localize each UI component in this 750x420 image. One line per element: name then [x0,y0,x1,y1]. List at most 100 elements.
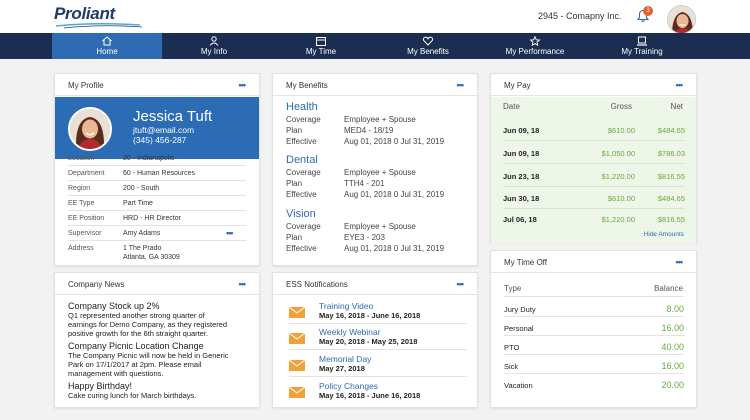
divider [503,186,685,187]
nav-my-training[interactable]: My Training [587,33,697,59]
supervisor-more-icon[interactable]: ••• [226,228,234,238]
pay-gross: $1,050.00 [601,149,635,158]
more-options-icon[interactable]: ••• [456,279,465,289]
news-headline[interactable]: Company Stock up 2% [68,301,160,311]
field-value: Part Time [123,200,153,207]
notification-item[interactable]: Training Video May 16, 2018 - June 16, 2… [289,301,469,325]
row-label: Plan [286,179,303,188]
proliant-logo[interactable]: Proliant [54,4,144,29]
time-off-header-balance: Balance [654,284,683,293]
my-profile-card: My Profile ••• Jessica Tuft jtuft@email.… [54,73,260,266]
row-value: Aug 01, 2018 0 Jul 31, 2019 [344,137,445,146]
row-label: Effective [286,190,317,199]
notification-date: May 20, 2018 - May 25, 2018 [319,337,418,346]
nav-my-performance[interactable]: My Performance [480,33,590,59]
divider [503,208,685,209]
card-title: My Pay [504,81,531,90]
notification-title: Memorial Day [319,354,372,364]
logo-text: Proliant [54,4,115,23]
pay-gross: $1,220.00 [601,215,635,224]
news-body-line: management with questions. [68,369,164,378]
benefit-health-heading[interactable]: Health [286,101,318,113]
time-off-row[interactable]: Personal 16.00 [504,323,684,333]
pay-net: $816.55 [657,172,685,181]
card-header: Company News ••• [55,273,259,295]
star-icon [529,36,541,46]
time-off-balance: 20.00 [661,380,684,390]
pay-header-date: Date [503,102,520,111]
field-value: 20 - Indianapolis [123,155,175,162]
card-title: My Profile [68,81,104,90]
pay-net: $786.03 [657,149,685,158]
more-options-icon[interactable]: ••• [675,80,684,90]
nav-my-benefits[interactable]: My Benefits [373,33,483,59]
time-off-row[interactable]: Vacation 20.00 [504,380,684,390]
divider [68,195,246,196]
benefit-vision-heading[interactable]: Vision [286,208,316,220]
pay-gross: $610.00 [607,126,635,135]
row-value: Employee + Spouse [344,168,416,177]
card-header: My Benefits ••• [273,74,477,96]
row-value: Employee + Spouse [344,222,416,231]
card-title: My Benefits [286,81,328,90]
time-off-type: Personal [504,324,534,333]
news-headline[interactable]: Company Picnic Location Change [68,341,204,351]
row-value: TTH4 - 201 [344,179,385,188]
more-options-icon[interactable]: ••• [675,257,684,267]
news-body-line: earnings for Demo Company, as they regis… [68,320,228,329]
row-label: Effective [286,244,317,253]
profile-photo [68,107,112,151]
pay-net: $816.55 [657,215,685,224]
profile-email[interactable]: jtuft@email.com [133,125,195,135]
row-value: Employee + Spouse [344,115,416,124]
user-avatar[interactable] [667,5,696,34]
heart-icon [422,36,434,46]
more-options-icon[interactable]: ••• [456,80,465,90]
pay-date: Jun 09, 18 [503,126,540,135]
my-time-off-card: My Time Off ••• Type Balance Jury Duty 8.… [490,250,697,408]
field-value: 60 - Human Resources [123,170,195,177]
hide-amounts-link[interactable]: Hide Amounts [643,231,684,238]
nav-home[interactable]: Home [52,33,162,59]
nav-label: My Performance [505,47,565,56]
notification-date: May 27, 2018 [319,364,365,373]
profile-phone: (345) 456-287 [133,135,187,145]
benefit-dental-heading[interactable]: Dental [286,154,318,166]
envelope-icon [289,387,305,398]
company-name[interactable]: 2945 - Comapny Inc. [538,11,622,21]
field-label: Region [68,185,91,192]
company-news-card: Company News ••• Company Stock up 2% Q1 … [54,272,260,408]
news-body-line: The Company Picnic will now be held in G… [68,351,229,360]
pay-gross: $610.00 [607,194,635,203]
row-label: Plan [286,233,303,242]
nav-label: My Time [305,47,337,56]
nav-label: My Training [621,47,663,56]
row-value: Aug 01, 2018 0 Jul 31, 2019 [344,244,445,253]
row-value: MED4 - 18/19 [344,126,394,135]
divider [289,349,467,350]
time-off-row[interactable]: Sick 16.00 [504,361,684,371]
notification-item[interactable]: Policy Changes May 16, 2018 - June 16, 2… [289,381,469,405]
nav-my-info[interactable]: My Info [159,33,269,59]
envelope-icon [289,307,305,318]
row-label: Effective [286,137,317,146]
nav-my-time[interactable]: My Time [266,33,376,59]
news-headline[interactable]: Happy Birthday! [68,381,133,391]
more-options-icon[interactable]: ••• [238,80,247,90]
field-value: Atlanta, GA 30309 [123,254,180,261]
notification-item[interactable]: Weekly Webinar May 20, 2018 - May 25, 20… [289,327,469,351]
field-label: Department [68,170,105,177]
card-title: My Time Off [504,258,547,267]
time-off-balance: 40.00 [661,342,684,352]
field-label: EE Type [68,200,95,207]
envelope-icon [289,333,305,344]
divider [289,376,467,377]
time-off-row[interactable]: PTO 40.00 [504,342,684,352]
row-label: Coverage [286,222,321,231]
notification-item[interactable]: Memorial Day May 27, 2018 [289,354,469,378]
notification-date: May 16, 2018 - June 16, 2018 [319,311,421,320]
more-options-icon[interactable]: ••• [238,279,247,289]
notification-title: Policy Changes [319,381,379,391]
time-off-row[interactable]: Jury Duty 8.00 [504,304,684,314]
divider [68,165,246,166]
